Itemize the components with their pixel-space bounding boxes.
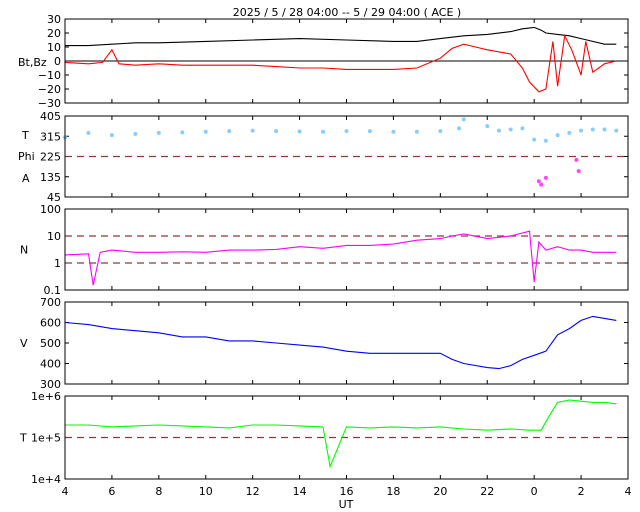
point-temp_phi <box>457 126 462 131</box>
point-temp_phi <box>532 137 537 142</box>
series-line-bt <box>65 26 617 47</box>
point-temp_phi <box>344 129 349 134</box>
point-temp_phi <box>508 127 513 132</box>
x-tick-label: 4 <box>62 485 69 498</box>
point-temp_phi <box>602 127 607 132</box>
y-tick-label: 0 <box>54 55 61 68</box>
x-tick-label: 2 <box>578 485 585 498</box>
point-temp_phi <box>321 129 326 134</box>
y-axis-label: Bt,Bz <box>18 56 47 69</box>
series-line-bz <box>64 33 617 93</box>
y-tick-label: 1 <box>54 257 61 270</box>
y-axis-label: N <box>20 244 28 257</box>
x-tick-labels: 4 6 8 10 12 14 16 18 20 22 0 2 4 <box>62 485 632 498</box>
point-phi_points <box>543 175 548 180</box>
series-line-temperature <box>65 399 617 469</box>
y-tick-label: 400 <box>40 358 61 371</box>
y-axis-label-mid: Phi <box>18 150 35 163</box>
x-tick-label: 6 <box>108 485 115 498</box>
y-axis-label: T <box>19 432 27 445</box>
point-temp_phi <box>133 132 138 136</box>
panel-frame <box>64 208 629 291</box>
y-tick-label: 600 <box>40 317 61 330</box>
y-tick-label: 1e+5 <box>31 432 61 445</box>
point-phi_points <box>539 182 544 187</box>
y-tick-label: 30 <box>47 13 61 26</box>
panel-ion_temperature: 1e+6 1e+5 1e+4 T <box>19 390 629 486</box>
point-temp_phi <box>485 124 490 129</box>
x-tick-label: 10 <box>199 485 213 498</box>
point-phi_points <box>536 179 541 184</box>
point-temp_phi <box>203 129 208 134</box>
point-temp_phi <box>496 128 501 133</box>
y-tick-label: 20 <box>47 27 61 40</box>
y-tick-label: −30 <box>38 97 61 110</box>
series-line-density <box>64 230 617 286</box>
x-tick-label: 0 <box>531 485 538 498</box>
point-temp_phi <box>109 133 114 138</box>
point-phi_points <box>576 169 581 174</box>
panel-proton_density: 100 10 1 0.1 N <box>20 203 629 297</box>
point-temp_phi <box>555 133 560 138</box>
panels-group: 3020100−10−20−30Bt,Bz40531522513545TPhiA… <box>18 13 632 498</box>
x-tick-label: 8 <box>155 485 162 498</box>
y-tick-label: 700 <box>40 296 61 309</box>
panel-frame <box>64 301 629 385</box>
y-axis-label: V <box>20 337 28 350</box>
plot-title: 2025 / 5 / 28 04:00 -- 5 / 29 04:00 ( AC… <box>233 6 461 19</box>
point-phi_points <box>574 157 579 162</box>
y-axis-label-bottom: A <box>22 172 30 185</box>
point-temp_phi <box>590 127 595 132</box>
y-tick-label: −20 <box>38 83 61 96</box>
point-temp_phi <box>250 128 255 133</box>
y-tick-label: 135 <box>40 171 61 184</box>
y-tick-label: 45 <box>47 191 61 204</box>
y-axis-label-top: T <box>21 129 29 142</box>
point-temp_phi <box>180 130 185 135</box>
point-temp_phi <box>367 129 372 134</box>
y-tick-label: 0.1 <box>44 284 62 297</box>
point-temp_phi <box>579 128 584 133</box>
y-tick-label: 300 <box>40 378 61 391</box>
x-tick-label: 16 <box>340 485 354 498</box>
y-tick-label: 10 <box>47 41 61 54</box>
point-temp_phi <box>297 129 302 134</box>
y-tick-label: −10 <box>38 69 61 82</box>
point-temp_phi <box>391 129 396 134</box>
y-tick-label: 405 <box>40 110 61 123</box>
y-tick-label: 1e+6 <box>31 390 61 403</box>
point-temp_phi <box>227 129 232 134</box>
x-tick-label: 22 <box>480 485 494 498</box>
x-tick-label: 18 <box>386 485 400 498</box>
panel-frame <box>64 18 629 104</box>
point-temp_phi <box>274 129 279 134</box>
x-tick-label: 12 <box>246 485 260 498</box>
panel-frame <box>64 395 629 480</box>
y-tick-label: 10 <box>47 230 61 243</box>
panel-bulk_speed: 700 600 500 400 300 V <box>20 296 629 391</box>
x-tick-label: 4 <box>625 485 632 498</box>
y-tick-label: 100 <box>40 203 61 216</box>
point-temp_phi <box>614 128 619 133</box>
y-tick-label: 1e+4 <box>31 473 61 486</box>
y-tick-label: 225 <box>40 151 61 164</box>
y-tick-label: 500 <box>40 337 61 350</box>
point-temp_phi <box>438 129 443 134</box>
point-temp_phi <box>86 130 91 135</box>
point-temp_phi <box>156 130 161 135</box>
y-tick-label: 315 <box>40 130 61 143</box>
point-temp_phi <box>461 117 466 122</box>
series-line-speed <box>64 315 617 370</box>
point-temp_phi <box>414 129 419 134</box>
panel-frame <box>64 115 629 198</box>
point-temp_phi <box>567 130 572 135</box>
point-temp_phi <box>543 138 548 143</box>
x-axis-label: UT <box>339 498 354 511</box>
x-tick-label: 14 <box>293 485 307 498</box>
panel-imf_phi: 405 315 225 135 45 T Phi A <box>18 110 629 204</box>
x-tick-label: 20 <box>433 485 447 498</box>
point-temp_phi <box>520 126 525 131</box>
